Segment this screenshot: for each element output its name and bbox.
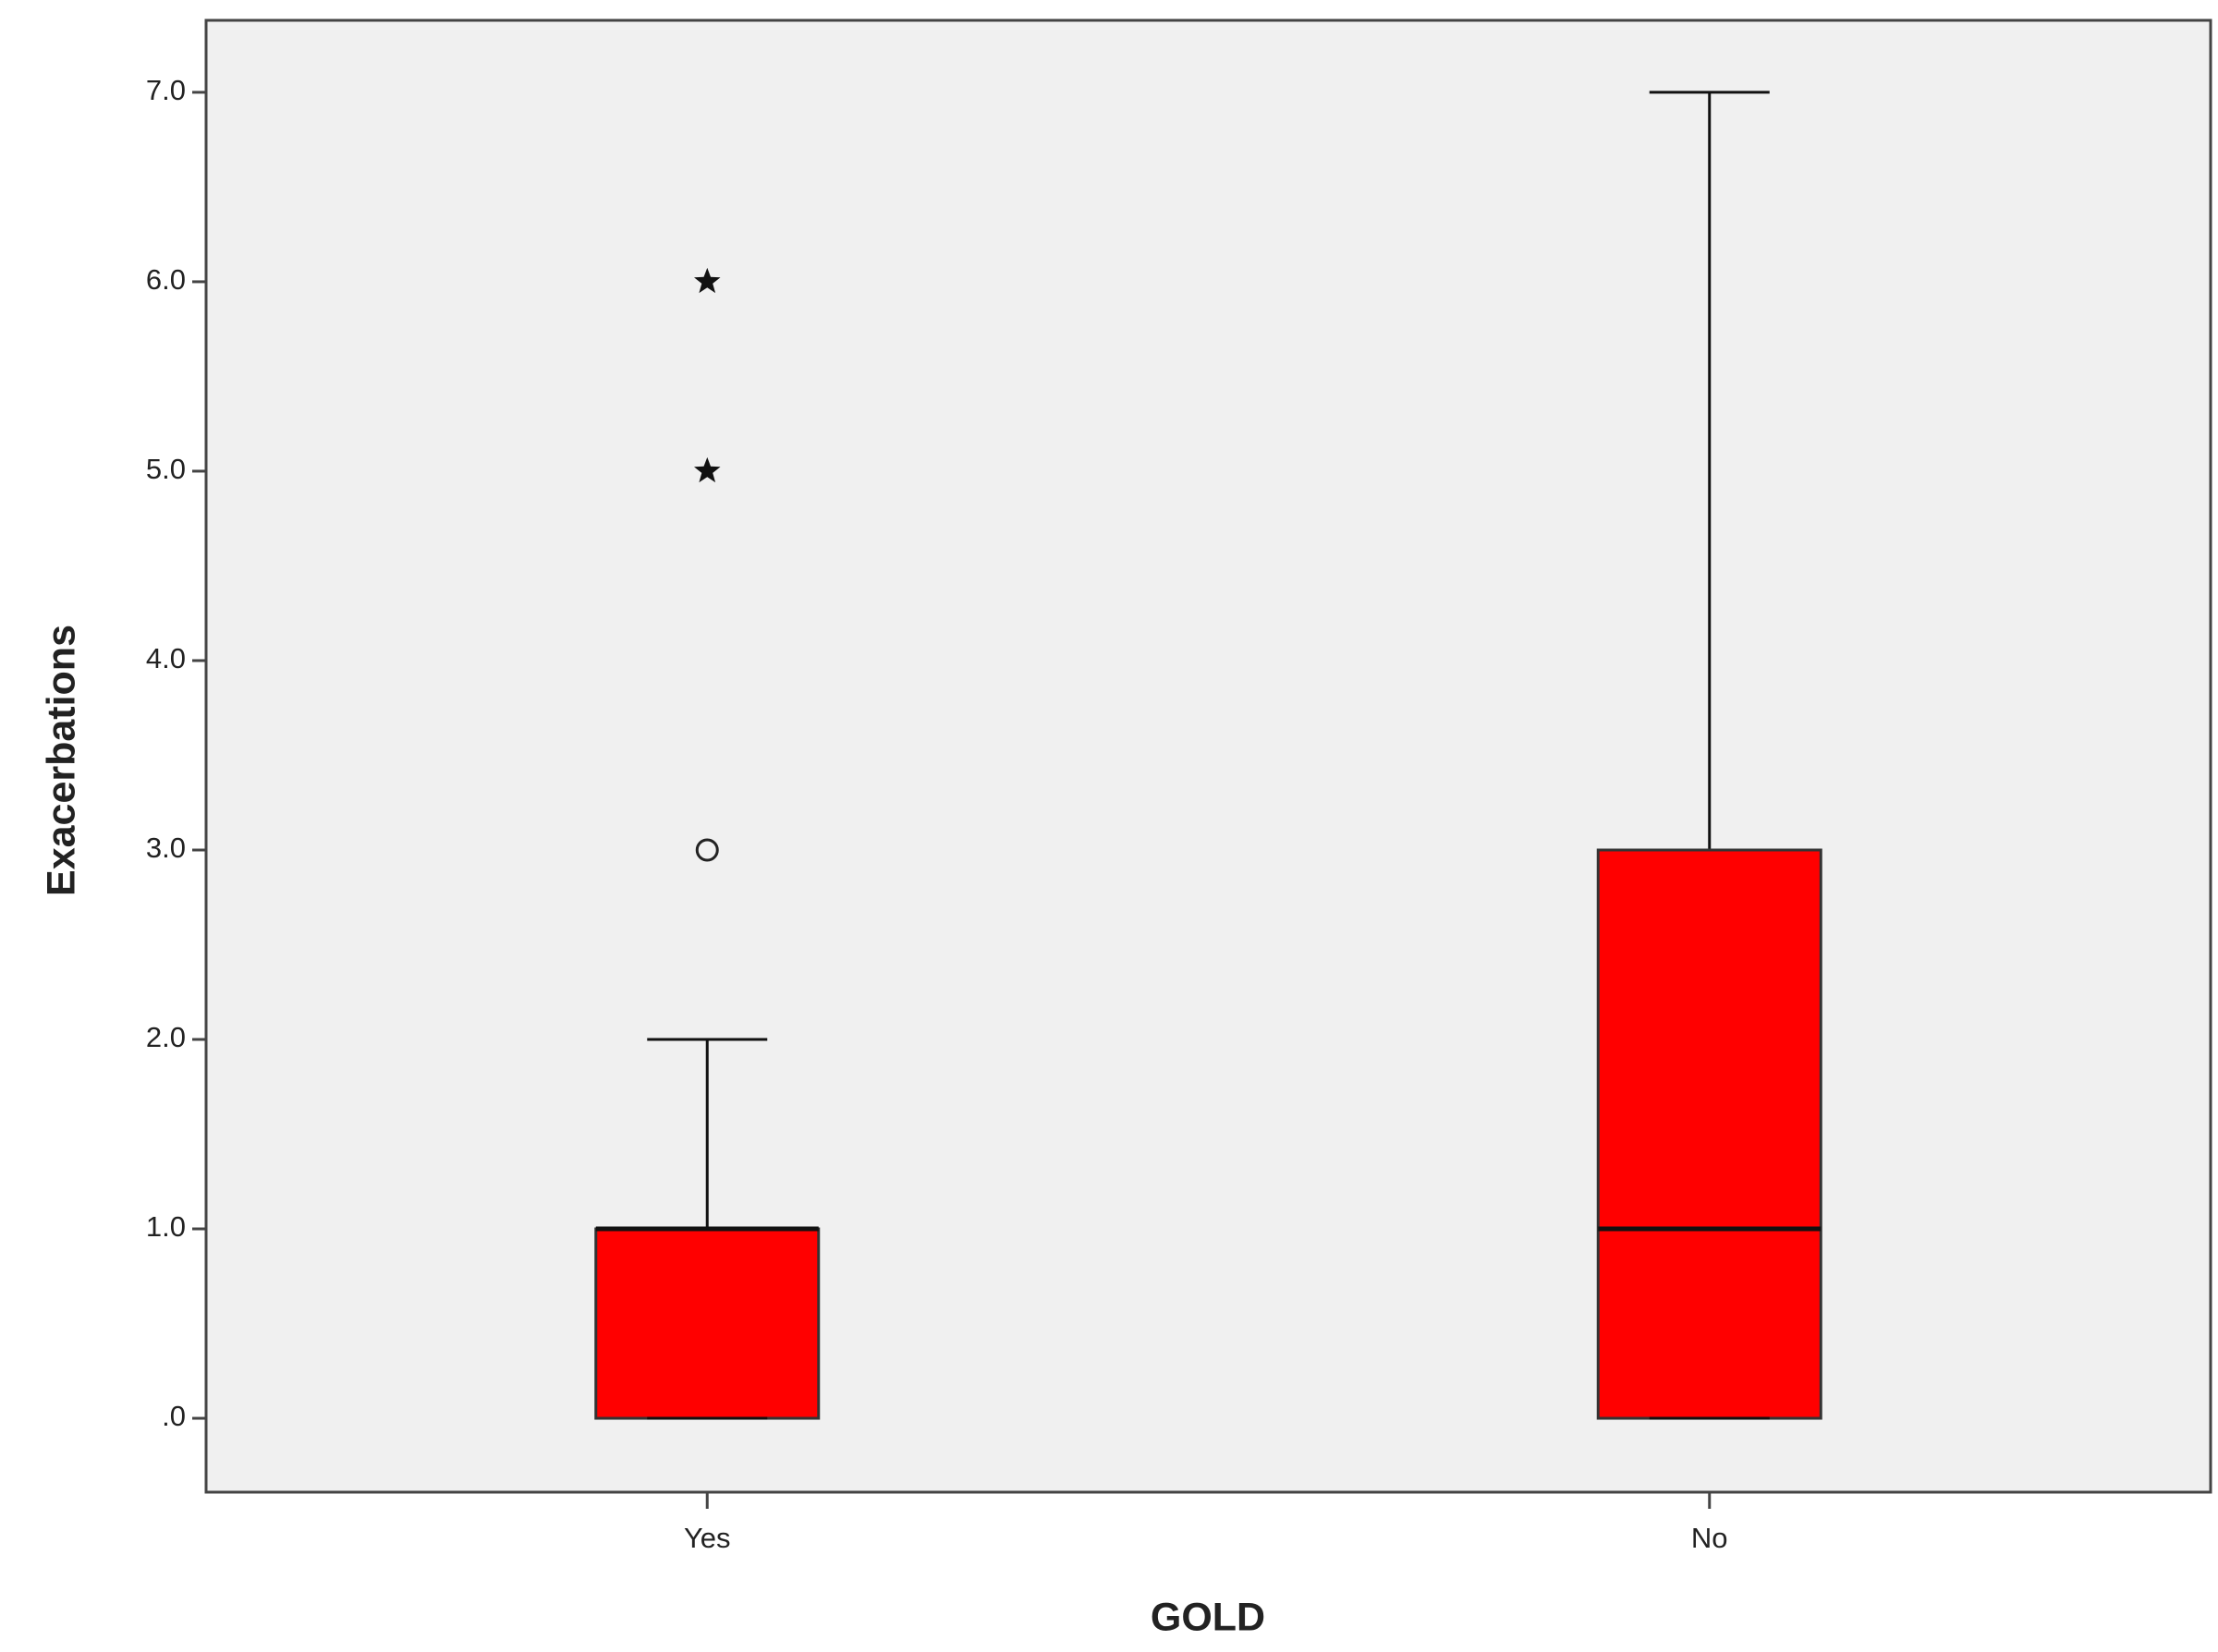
- outlier: [695, 838, 719, 862]
- y-tick-label: 2.0: [146, 1021, 186, 1053]
- x-axis-title: GOLD: [1151, 1595, 1265, 1639]
- y-tick-label: 4.0: [146, 642, 186, 674]
- extreme-outlier: [694, 456, 721, 483]
- y-tick-label: 3.0: [146, 832, 186, 864]
- y-tick-label: 6.0: [146, 263, 186, 296]
- x-tick-label: No: [1691, 1522, 1728, 1554]
- x-tick-label: Yes: [684, 1522, 731, 1554]
- y-tick-label: .0: [162, 1400, 186, 1432]
- box: [594, 1227, 821, 1420]
- y-tick-label: 5.0: [146, 453, 186, 485]
- box: [1596, 848, 1822, 1420]
- y-tick-label: 1.0: [146, 1210, 186, 1243]
- y-tick-label: 7.0: [146, 74, 186, 106]
- extreme-outlier: [694, 267, 721, 294]
- plot-area: [204, 18, 2212, 1494]
- y-axis-title: Exacerbations: [39, 625, 83, 896]
